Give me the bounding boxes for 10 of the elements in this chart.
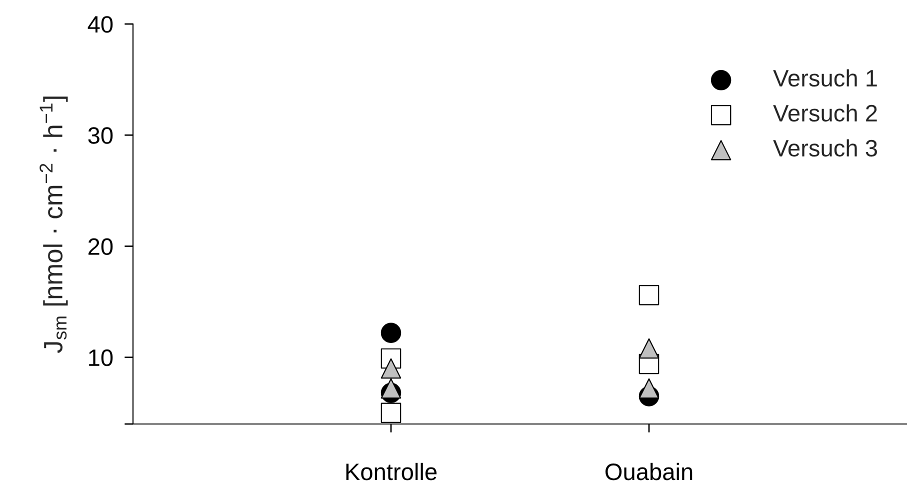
y-tick-label: 20: [88, 238, 113, 256]
legend-label: Versuch 2: [773, 104, 877, 122]
y-tick-label: 10: [89, 349, 113, 366]
y-tick-label: 40: [88, 16, 113, 33]
x-tick-label: Kontrolle: [346, 462, 437, 480]
legend-label: Versuch 3: [773, 139, 877, 157]
x-tick-label: Ouabain: [605, 462, 692, 480]
y-tick-label: 30: [88, 127, 113, 144]
legend-label: Versuch 1: [773, 69, 877, 87]
y-axis-title: J$_{sm}$ [nmol · cm$^{−2}$ · h$^{−1}$]: [40, 96, 68, 354]
